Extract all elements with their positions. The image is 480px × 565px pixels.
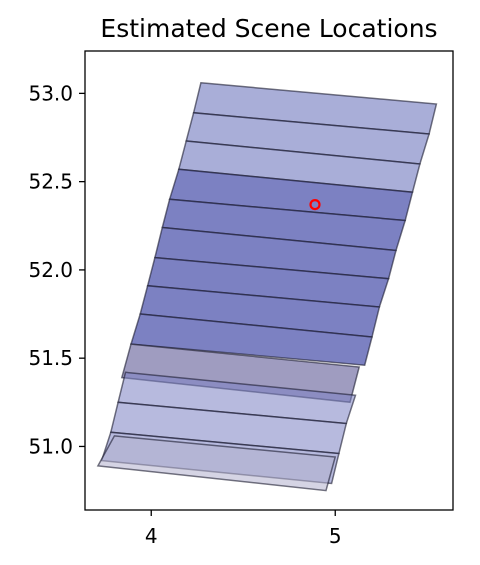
plot-area — [96, 81, 438, 492]
y-tick-label: 53.0 — [28, 81, 73, 105]
axes-frame — [84, 50, 454, 511]
y-tick-label: 52.5 — [28, 170, 73, 194]
scene-footprint-14 — [96, 435, 337, 492]
y-tick-label: 51.5 — [28, 346, 73, 370]
y-axis: 51.0 51.5 52.0 52.5 53.0 — [28, 81, 85, 458]
y-tick-label: 52.0 — [28, 258, 73, 282]
x-tick-label: 5 — [329, 524, 342, 548]
y-tick-label: 51.0 — [28, 434, 73, 458]
location-marker — [309, 198, 321, 211]
scene-footprint-9 — [130, 313, 373, 367]
x-tick-label: 4 — [145, 524, 158, 548]
chart-title: Estimated Scene Locations — [100, 14, 437, 43]
